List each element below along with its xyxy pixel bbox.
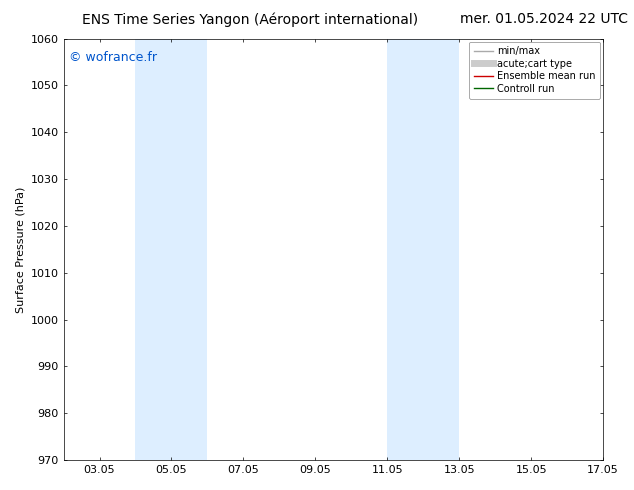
Text: ENS Time Series Yangon (Aéroport international): ENS Time Series Yangon (Aéroport interna… [82, 12, 418, 27]
Text: mer. 01.05.2024 22 UTC: mer. 01.05.2024 22 UTC [460, 12, 628, 26]
Bar [136, 39, 207, 460]
Bar [387, 39, 459, 460]
Legend: min/max, acute;cart type, Ensemble mean run, Controll run: min/max, acute;cart type, Ensemble mean … [469, 42, 600, 98]
Y-axis label: Surface Pressure (hPa): Surface Pressure (hPa) [15, 186, 25, 313]
Text: © wofrance.fr: © wofrance.fr [69, 51, 157, 64]
